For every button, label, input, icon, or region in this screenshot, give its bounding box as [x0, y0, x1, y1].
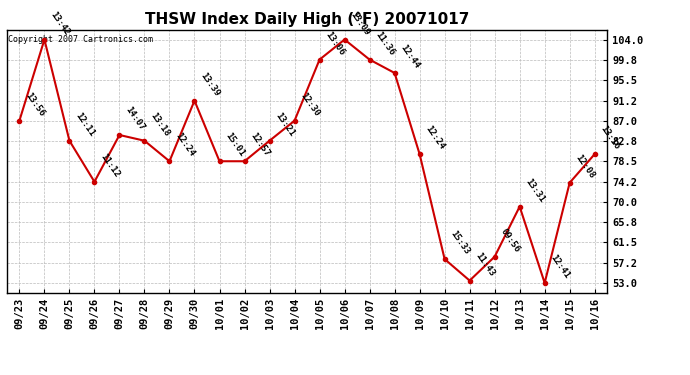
Text: 09:56: 09:56	[499, 227, 522, 254]
Text: 11:36: 11:36	[374, 30, 397, 57]
Text: 12:24: 12:24	[174, 131, 197, 159]
Title: THSW Index Daily High (°F) 20071017: THSW Index Daily High (°F) 20071017	[145, 12, 469, 27]
Text: 13:06: 13:06	[324, 30, 346, 57]
Text: 14:07: 14:07	[124, 105, 146, 132]
Text: 12:44: 12:44	[399, 43, 422, 70]
Text: 12:41: 12:41	[549, 253, 571, 280]
Text: 12:11: 12:11	[74, 111, 97, 138]
Text: 13:09: 13:09	[348, 10, 371, 37]
Text: 13:18: 13:18	[148, 111, 171, 138]
Text: 13:39: 13:39	[199, 70, 221, 98]
Text: 15:01: 15:01	[224, 131, 246, 159]
Text: 13:31: 13:31	[524, 177, 546, 204]
Text: Copyright 2007 Cartronics.com: Copyright 2007 Cartronics.com	[8, 35, 153, 44]
Text: 11:12: 11:12	[99, 152, 121, 179]
Text: 12:24: 12:24	[424, 124, 446, 152]
Text: 13:56: 13:56	[23, 91, 46, 118]
Text: 13:16: 13:16	[599, 124, 622, 152]
Text: 13:42: 13:42	[48, 10, 71, 37]
Text: 11:43: 11:43	[474, 251, 497, 278]
Text: 15:33: 15:33	[448, 229, 471, 256]
Text: 12:57: 12:57	[248, 131, 271, 159]
Text: 12:08: 12:08	[574, 153, 597, 180]
Text: 13:21: 13:21	[274, 111, 297, 138]
Text: 12:30: 12:30	[299, 91, 322, 118]
